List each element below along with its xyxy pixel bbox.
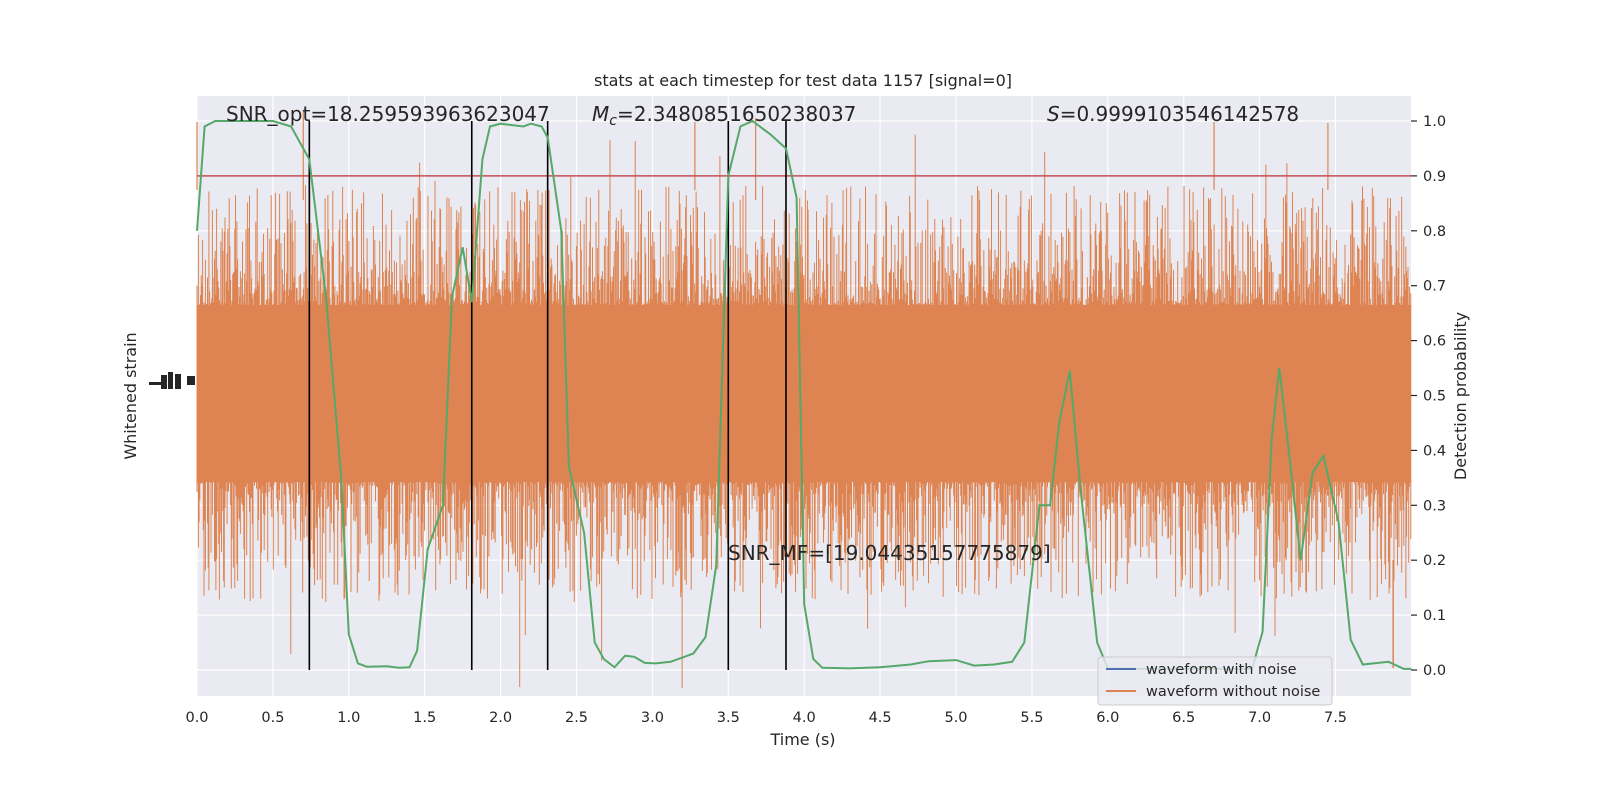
y-tick-label: 0.4: [1423, 443, 1446, 459]
left-tick-mark: [175, 374, 181, 389]
left-y-axis-label: Whitened strain: [121, 332, 140, 459]
x-tick-label: 1.5: [413, 710, 436, 726]
y-tick-label: 0.2: [1423, 553, 1446, 569]
y-tick-label: 0.7: [1423, 279, 1446, 295]
event-markers: [308, 121, 787, 670]
s-annotation: S=0.9999103546142578: [1047, 102, 1299, 126]
x-tick-label: 3.0: [641, 710, 664, 726]
x-tick-label: 4.5: [869, 710, 892, 726]
y-tick-label: 1.0: [1423, 114, 1446, 130]
x-tick-label: 4.0: [793, 710, 816, 726]
left-tick-mark: [161, 375, 167, 389]
legend: waveform with noise waveform without noi…: [1097, 656, 1333, 706]
left-axis-clutter: [149, 372, 195, 389]
y-tick-label: 0.1: [1423, 608, 1446, 624]
left-tick-mark: [168, 372, 173, 389]
x-axis-label: Time (s): [769, 730, 835, 749]
x-tick-label: 5.5: [1020, 710, 1043, 726]
waveform-without-noise-trace: [196, 110, 1412, 688]
snr-opt-annotation: SNR_opt=18.259593963623047: [226, 102, 550, 126]
legend-box: [1097, 656, 1333, 706]
x-tick-label: 1.0: [337, 710, 360, 726]
chart-title: stats at each timestep for test data 115…: [594, 71, 1012, 90]
left-tick-mark: [149, 382, 161, 385]
y-tick-label: 0.0: [1423, 663, 1446, 679]
x-tick-label: 2.5: [565, 710, 588, 726]
y-tick-label: 0.9: [1423, 169, 1446, 185]
x-tick-label: 7.0: [1248, 710, 1271, 726]
chirp-mass-annotation: Mc=2.3480851650238037: [592, 102, 856, 129]
y-tick-label: 0.6: [1423, 334, 1446, 350]
x-tick-label: 3.5: [717, 710, 740, 726]
x-axis-ticks: 0.0 0.5 1.0 1.5 2.0 2.5 3.0 3.5 4.0 4.5 5.0 5.5 6.0 6…: [185, 710, 1347, 726]
x-tick-label: 5.0: [944, 710, 967, 726]
legend-label-without-noise: waveform without noise: [1146, 684, 1320, 700]
y-tick-label: 0.5: [1423, 389, 1446, 405]
x-tick-label: 0.5: [261, 710, 284, 726]
x-tick-label: 7.5: [1324, 710, 1347, 726]
x-tick-label: 6.0: [1096, 710, 1119, 726]
y-tick-label: 0.3: [1423, 498, 1446, 514]
right-y-axis-ticks: 0.0 0.1 0.2 0.3 0.4 0.5 0.6 0.7 0.8 0.9 1.0: [1411, 114, 1446, 679]
right-y-axis-label: Detection probability: [1451, 312, 1470, 480]
waveform-core: [197, 340, 1411, 450]
left-tick-mark: [187, 376, 195, 385]
x-tick-label: 6.5: [1172, 710, 1195, 726]
x-tick-label: 0.0: [185, 710, 208, 726]
snr-mf-annotation: SNR_MF=[19.04435157775879]: [728, 541, 1051, 565]
y-tick-label: 0.8: [1423, 224, 1446, 240]
x-tick-label: 2.0: [489, 710, 512, 726]
legend-label-with-noise: waveform with noise: [1146, 662, 1297, 678]
